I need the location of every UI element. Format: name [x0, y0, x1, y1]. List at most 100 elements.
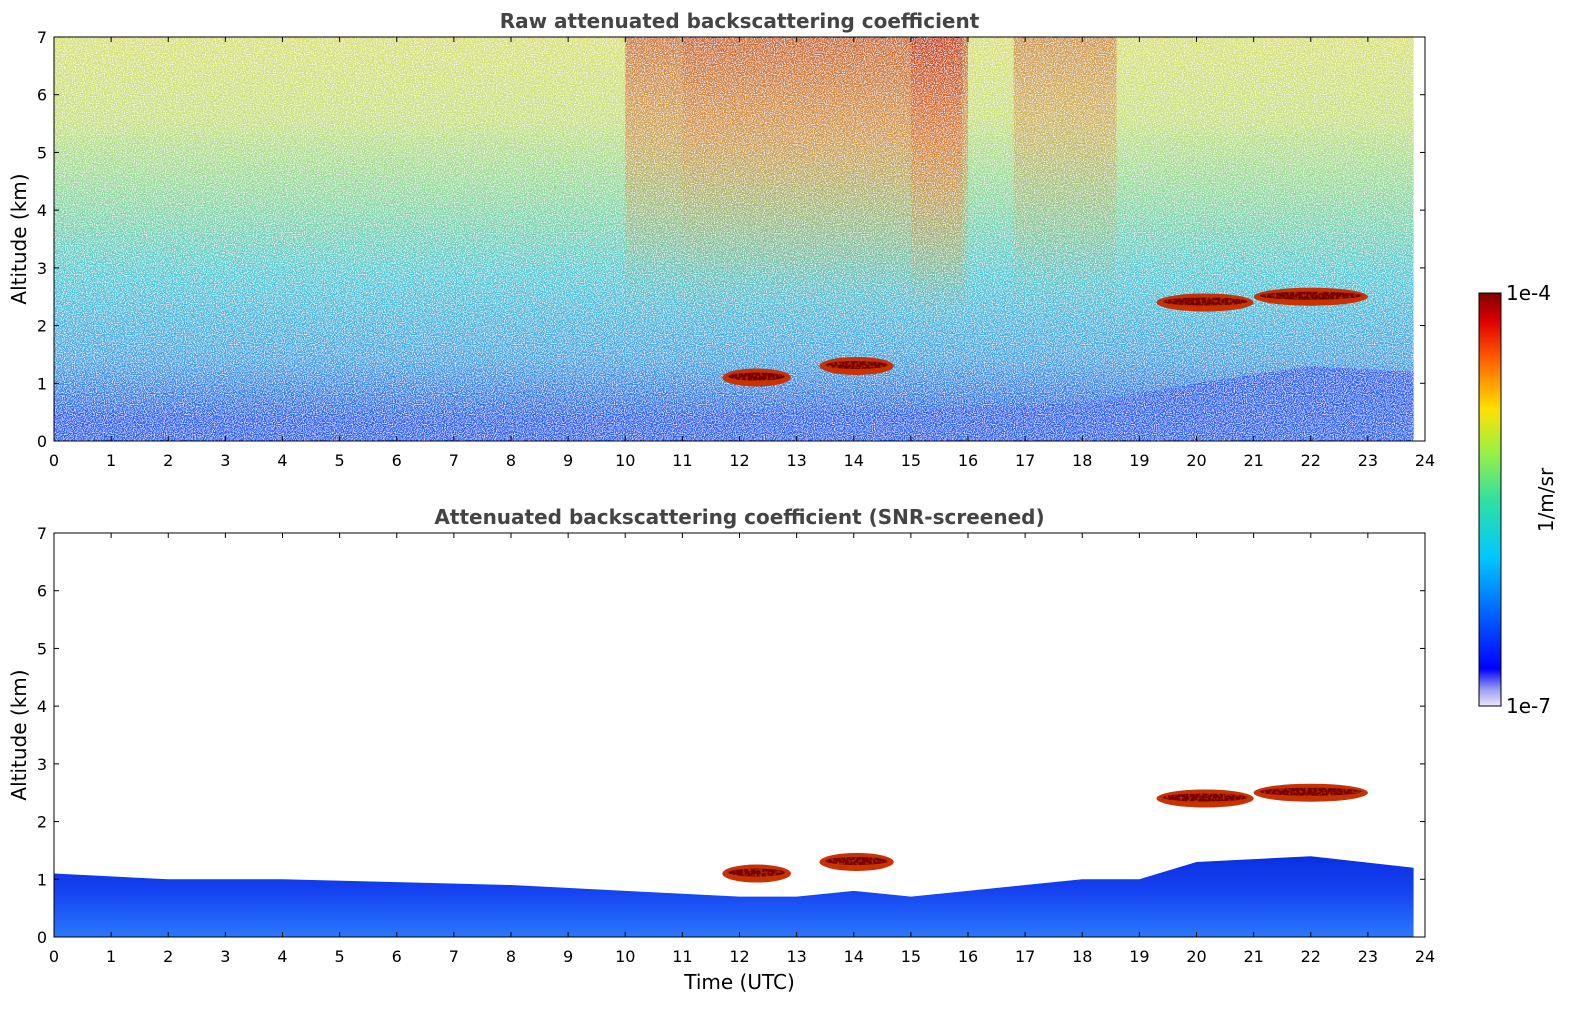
x-tick-label: 13 — [786, 947, 806, 966]
panel-screened-y-ticks: 0 1 2 3 4 5 6 7 — [37, 524, 1425, 947]
x-tick-label: 2 — [163, 947, 173, 966]
y-tick-label: 4 — [37, 697, 47, 716]
panel-screened-heatmap — [54, 783, 1414, 937]
panel-raw-field — [54, 37, 1414, 441]
screened-cloud-layers — [722, 783, 1368, 883]
x-tick-label: 21 — [1243, 451, 1263, 470]
cloud-layer-core — [825, 360, 888, 369]
x-tick-label: 2 — [163, 451, 173, 470]
x-tick-label: 22 — [1301, 947, 1321, 966]
x-tick-label: 14 — [844, 451, 864, 470]
x-tick-label: 4 — [277, 947, 287, 966]
panel-raw: 0 1 2 3 4 5 6 7 8 9 10 11 12 13 14 15 16 17 18 19 20 21 22 23 24… — [7, 9, 1435, 470]
x-tick-label: 17 — [1015, 947, 1035, 966]
x-tick-label: 1 — [106, 947, 116, 966]
colorbar-min-label: 1e-7 — [1506, 694, 1551, 718]
y-tick-label: 6 — [37, 582, 47, 601]
y-tick-label: 4 — [37, 201, 47, 220]
x-tick-label: 19 — [1129, 947, 1149, 966]
x-tick-label: 20 — [1186, 947, 1206, 966]
cloud-layer-core — [728, 868, 785, 877]
x-tick-label: 3 — [220, 451, 230, 470]
y-tick-label: 0 — [37, 928, 47, 947]
x-tick-label: 16 — [958, 947, 978, 966]
y-tick-label: 2 — [37, 317, 47, 336]
y-tick-label: 2 — [37, 813, 47, 832]
panel-screened-x-axis-label: Time (UTC) — [683, 970, 795, 994]
x-tick-label: 9 — [563, 451, 573, 470]
panel-screened: 0 1 2 3 4 5 6 7 8 9 10 11 12 13 14 15 16 17 18 19 20 21 22 23 24… — [7, 505, 1435, 994]
raw-cloud-layers — [722, 287, 1368, 387]
x-tick-label: 0 — [49, 947, 59, 966]
x-tick-label: 6 — [392, 947, 402, 966]
y-tick-label: 3 — [37, 755, 47, 774]
cloud-layer-core — [1162, 793, 1248, 802]
screened-boundary-layer — [54, 856, 1414, 937]
x-tick-label: 9 — [563, 947, 573, 966]
signal-band — [625, 37, 683, 441]
y-tick-label: 1 — [37, 374, 47, 393]
x-tick-label: 12 — [729, 451, 749, 470]
x-tick-label: 16 — [958, 451, 978, 470]
x-tick-label: 7 — [449, 947, 459, 966]
x-tick-label: 7 — [449, 451, 459, 470]
x-tick-label: 8 — [506, 947, 516, 966]
raw-signal-bands — [625, 37, 1117, 441]
colorbar-unit-label: 1/m/sr — [1534, 467, 1558, 532]
x-tick-label: 20 — [1186, 451, 1206, 470]
x-tick-label: 5 — [335, 947, 345, 966]
cloud-layer-core — [825, 856, 888, 865]
x-tick-label: 0 — [49, 451, 59, 470]
y-tick-label: 1 — [37, 870, 47, 889]
x-tick-label: 6 — [392, 451, 402, 470]
x-tick-label: 5 — [335, 451, 345, 470]
y-tick-label: 3 — [37, 259, 47, 278]
x-tick-label: 24 — [1415, 451, 1435, 470]
y-tick-label: 5 — [37, 639, 47, 658]
panel-screened-title: Attenuated backscattering coefficient (S… — [434, 505, 1044, 529]
x-tick-label: 8 — [506, 451, 516, 470]
colorbar: 1e-4 1e-7 1/m/sr — [1478, 281, 1558, 718]
x-tick-label: 12 — [729, 947, 749, 966]
x-tick-label: 10 — [615, 947, 635, 966]
colorbar-gradient — [1478, 292, 1502, 707]
x-tick-label: 14 — [844, 947, 864, 966]
panel-raw-heatmap — [54, 37, 1414, 441]
colorbar-max-label: 1e-4 — [1506, 281, 1551, 305]
cloud-layer-core — [1259, 787, 1362, 796]
x-tick-label: 13 — [786, 451, 806, 470]
signal-band — [910, 37, 968, 441]
cloud-layer-core — [1259, 291, 1362, 300]
x-tick-label: 18 — [1072, 947, 1092, 966]
panel-raw-y-axis-label: Altitude (km) — [7, 173, 31, 304]
x-tick-label: 3 — [220, 947, 230, 966]
x-tick-label: 23 — [1358, 947, 1378, 966]
x-tick-label: 23 — [1358, 451, 1378, 470]
panel-screened-x-ticks: 0 1 2 3 4 5 6 7 8 9 10 11 12 13 14 15 16 17 18 19 20 21 22 23 24 — [49, 533, 1435, 966]
x-tick-label: 15 — [901, 947, 921, 966]
y-tick-label: 6 — [37, 86, 47, 105]
x-tick-label: 15 — [901, 451, 921, 470]
x-tick-label: 18 — [1072, 451, 1092, 470]
panel-screened-y-axis-label: Altitude (km) — [7, 669, 31, 800]
x-tick-label: 21 — [1243, 947, 1263, 966]
x-tick-label: 1 — [106, 451, 116, 470]
x-tick-label: 11 — [672, 947, 692, 966]
y-tick-label: 7 — [37, 28, 47, 47]
y-tick-label: 0 — [37, 432, 47, 451]
panel-raw-y-ticks: 0 1 2 3 4 5 6 7 — [37, 28, 1425, 451]
signal-band — [1013, 37, 1117, 441]
x-tick-label: 22 — [1301, 451, 1321, 470]
x-tick-label: 19 — [1129, 451, 1149, 470]
cloud-layer-core — [728, 372, 785, 381]
panel-raw-title: Raw attenuated backscattering coefficien… — [500, 9, 980, 33]
x-tick-label: 10 — [615, 451, 635, 470]
raw-boundary-layer — [54, 365, 1414, 441]
y-tick-label: 7 — [37, 524, 47, 543]
x-tick-label: 24 — [1415, 947, 1435, 966]
x-tick-label: 4 — [277, 451, 287, 470]
x-tick-label: 11 — [672, 451, 692, 470]
panel-raw-x-ticks: 0 1 2 3 4 5 6 7 8 9 10 11 12 13 14 15 16 17 18 19 20 21 22 23 24 — [49, 37, 1435, 470]
x-tick-label: 17 — [1015, 451, 1035, 470]
